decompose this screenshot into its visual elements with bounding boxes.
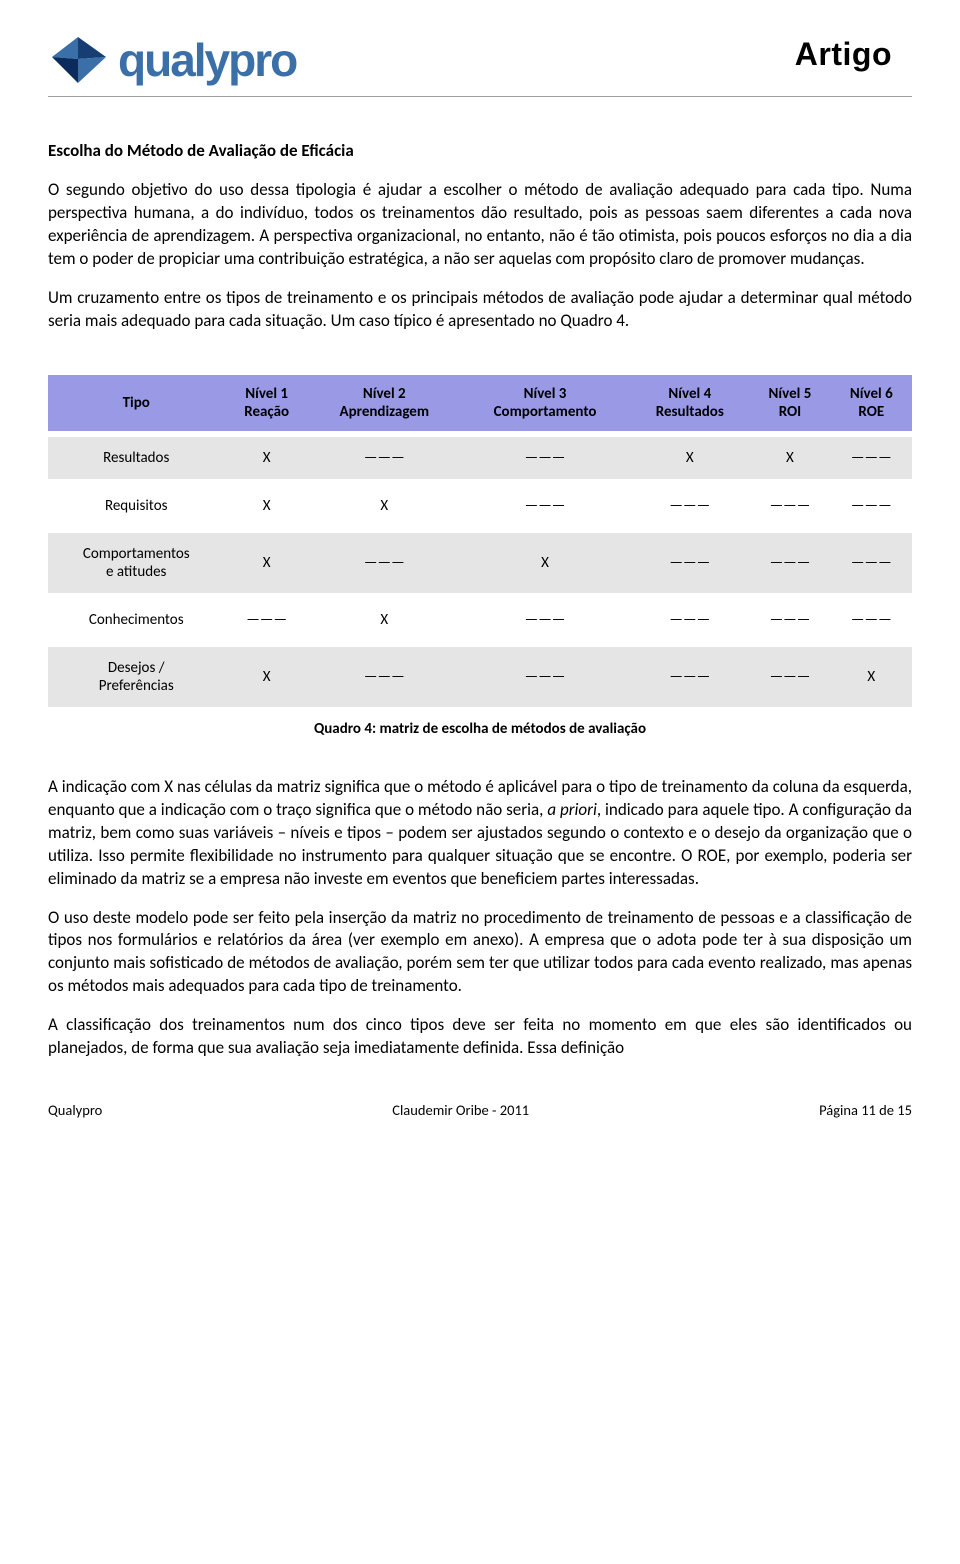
col-sublabel: ROE [837, 403, 906, 421]
col-sublabel: ROI [755, 403, 824, 421]
col-nivel5: Nível 5ROI [749, 375, 830, 431]
col-label: Nível 1 [245, 385, 288, 403]
matrix-table: Tipo Nível 1Reação Nível 2Aprendizagem N… [48, 369, 912, 713]
p3-italic: a priori [547, 799, 597, 820]
table-row: Comportamentose atitudesX———X————————— [48, 533, 912, 593]
paragraph-1: O segundo objetivo do uso dessa tipologi… [48, 179, 912, 271]
paragraph-2: Um cruzamento entre os tipos de treiname… [48, 287, 912, 333]
matrix-table-wrap: Tipo Nível 1Reação Nível 2Aprendizagem N… [48, 369, 912, 740]
table-cell: X [224, 437, 308, 479]
col-label: Nível 4 [668, 385, 711, 403]
col-sublabel: Resultados [636, 403, 743, 421]
col-nivel2: Nível 2Aprendizagem [309, 375, 460, 431]
row-label: Requisitos [48, 485, 224, 527]
logo-text: qualypro [118, 28, 296, 92]
table-cell: X [460, 533, 631, 593]
table-cell: X [224, 647, 308, 707]
table-row: Desejos /PreferênciasX————————————X [48, 647, 912, 707]
col-sublabel: Reação [230, 403, 302, 421]
row-label: Resultados [48, 437, 224, 479]
col-sublabel: Aprendizagem [315, 403, 454, 421]
table-cell: ——— [831, 599, 912, 641]
row-label: Desejos /Preferências [48, 647, 224, 707]
header-title: Artigo [795, 32, 892, 77]
table-body: ResultadosX——————XX———RequisitosXX——————… [48, 437, 912, 707]
table-cell: X [831, 647, 912, 707]
table-row: RequisitosXX———————————— [48, 485, 912, 527]
col-label: Nível 2 [363, 385, 406, 403]
table-cell: X [309, 599, 460, 641]
table-cell: ——— [460, 599, 631, 641]
table-cell: ——— [831, 533, 912, 593]
logo: qualypro [48, 28, 296, 92]
table-cell: ——— [460, 437, 631, 479]
paragraph-3: A indicação com X nas células da matriz … [48, 776, 912, 891]
table-cell: ——— [630, 647, 749, 707]
table-cell: ——— [749, 485, 830, 527]
row-label: Conhecimentos [48, 599, 224, 641]
col-nivel6: Nível 6ROE [831, 375, 912, 431]
paragraph-5: A classificação dos treinamentos num dos… [48, 1014, 912, 1060]
table-cell: X [309, 485, 460, 527]
page-footer: Qualypro Claudemir Oribe - 2011 Página 1… [48, 1076, 912, 1120]
table-cell: ——— [749, 599, 830, 641]
col-label: Tipo [123, 394, 150, 412]
table-cell: ——— [309, 437, 460, 479]
footer-left: Qualypro [48, 1100, 102, 1120]
row-label: Comportamentose atitudes [48, 533, 224, 593]
section-heading: Escolha do Método de Avaliação de Eficác… [48, 139, 912, 163]
table-cell: ——— [309, 533, 460, 593]
table-cell: ——— [749, 647, 830, 707]
footer-right: Página 11 de 15 [819, 1100, 912, 1120]
table-cell: ——— [460, 485, 631, 527]
col-sublabel: Comportamento [466, 403, 625, 421]
table-header-row: Tipo Nível 1Reação Nível 2Aprendizagem N… [48, 375, 912, 431]
table-cell: X [224, 533, 308, 593]
table-cell: X [630, 437, 749, 479]
table-cell: ——— [460, 647, 631, 707]
footer-center: Claudemir Oribe - 2011 [392, 1100, 529, 1120]
table-cell: ——— [224, 599, 308, 641]
col-label: Nível 6 [850, 385, 893, 403]
table-cell: ——— [831, 437, 912, 479]
paragraph-4: O uso deste modelo pode ser feito pela i… [48, 907, 912, 999]
col-label: Nível 3 [524, 385, 567, 403]
table-cell: X [749, 437, 830, 479]
table-cell: X [224, 485, 308, 527]
table-cell: ——— [630, 485, 749, 527]
col-tipo: Tipo [48, 375, 224, 431]
table-row: ResultadosX——————XX——— [48, 437, 912, 479]
page-header: qualypro Artigo [48, 28, 912, 97]
col-nivel1: Nível 1Reação [224, 375, 308, 431]
table-cell: ——— [630, 599, 749, 641]
table-cell: ——— [309, 647, 460, 707]
col-nivel4: Nível 4Resultados [630, 375, 749, 431]
col-nivel3: Nível 3Comportamento [460, 375, 631, 431]
col-label: Nível 5 [769, 385, 812, 403]
table-cell: ——— [831, 485, 912, 527]
table-caption: Quadro 4: matriz de escolha de métodos d… [48, 719, 912, 740]
table-cell: ——— [749, 533, 830, 593]
logo-mark-icon [48, 33, 110, 87]
table-cell: ——— [630, 533, 749, 593]
table-row: Conhecimentos———X———————————— [48, 599, 912, 641]
